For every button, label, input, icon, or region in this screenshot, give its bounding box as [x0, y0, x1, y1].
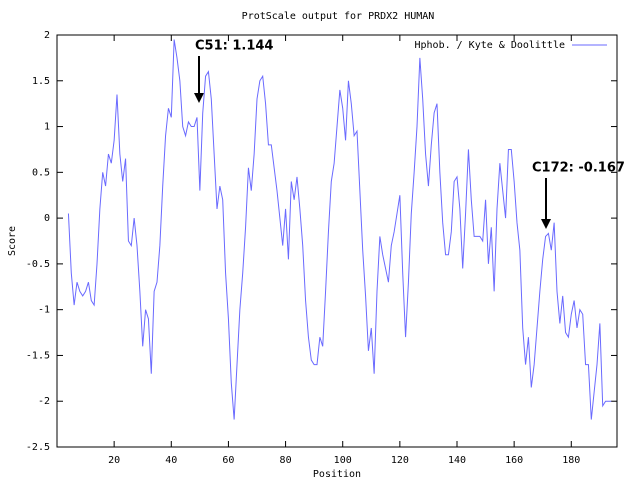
x-tick-label: 180 [562, 455, 580, 466]
annotation-arrow [194, 56, 204, 103]
chart-title: ProtScale output for PRDX2 HUMAN [242, 11, 435, 22]
x-tick-label: 120 [391, 455, 409, 466]
y-axis-label: Score [7, 226, 18, 256]
y-tick-label: -0.5 [26, 259, 50, 270]
x-tick-label: 160 [505, 455, 523, 466]
x-tick-label: 20 [108, 455, 120, 466]
y-tick-label: -2 [38, 396, 50, 407]
data-line [67, 39, 612, 420]
x-axis-label: Position [313, 469, 361, 480]
legend-label: Hphob. / Kyte & Doolittle [414, 40, 565, 51]
y-tick-label: -1.5 [26, 350, 50, 361]
x-tick-label: 140 [448, 455, 466, 466]
plot-frame [56, 34, 618, 448]
x-tick-label: 60 [222, 455, 234, 466]
y-tick-label: 1 [44, 122, 50, 133]
annotation: C172: -0.167 [532, 161, 625, 176]
annotation-arrow [541, 178, 551, 229]
x-tick-label: 40 [165, 455, 177, 466]
y-tick-label: 1.5 [32, 76, 50, 87]
y-tick-label: 2 [44, 30, 50, 41]
y-tick-label: -1 [38, 305, 50, 316]
y-tick-label: 0.5 [32, 167, 50, 178]
x-tick-label: 100 [334, 455, 352, 466]
y-tick-label: -2.5 [26, 442, 50, 453]
annotation: C51: 1.144 [195, 39, 273, 54]
y-tick-label: 0 [44, 213, 50, 224]
x-tick-label: 80 [280, 455, 292, 466]
